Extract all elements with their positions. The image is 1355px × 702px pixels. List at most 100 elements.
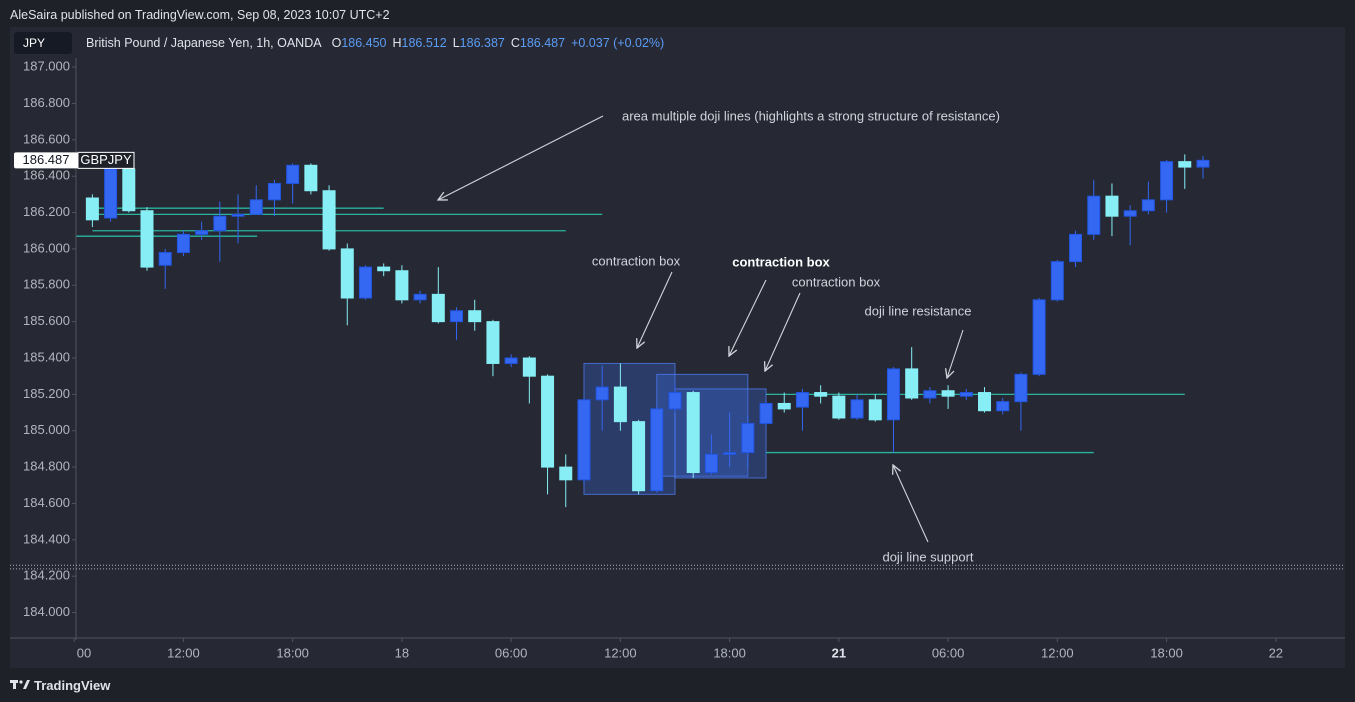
candle-body bbox=[595, 386, 609, 401]
candle-body bbox=[704, 453, 718, 474]
candle-body bbox=[632, 421, 646, 492]
legend-field: O186.450 bbox=[332, 36, 387, 50]
legend-title: British Pound / Japanese Yen, 1h, OANDA bbox=[86, 36, 322, 50]
y-tick-label: 186.400 bbox=[23, 168, 70, 183]
field-value: 186.450 bbox=[341, 36, 387, 50]
symbol-tag-label: GBPJPY bbox=[80, 152, 132, 167]
candle-body bbox=[231, 213, 245, 217]
candle-body bbox=[868, 399, 882, 421]
field-value: 186.512 bbox=[401, 36, 447, 50]
annotation-arrow bbox=[637, 271, 673, 348]
y-tick-label: 186.000 bbox=[23, 240, 70, 255]
candle-body bbox=[1014, 373, 1028, 403]
x-tick-label: 18:00 bbox=[276, 645, 309, 660]
legend: British Pound / Japanese Yen, 1h, OANDA O… bbox=[86, 36, 664, 50]
change: +0.037 (+0.02%) bbox=[571, 36, 665, 50]
y-tick-label: 185.000 bbox=[23, 422, 70, 437]
legend-field: H186.512 bbox=[393, 36, 447, 50]
candle-body bbox=[759, 402, 773, 424]
candle-body bbox=[522, 357, 536, 377]
candle-body bbox=[104, 168, 118, 219]
candle-body bbox=[486, 321, 500, 364]
field-key: C bbox=[510, 36, 520, 50]
candle-body bbox=[1050, 261, 1064, 301]
candle-body bbox=[978, 392, 992, 412]
candle-body bbox=[1160, 161, 1174, 201]
candle-body bbox=[304, 164, 318, 192]
candle-body bbox=[377, 266, 391, 272]
y-tick-label: 185.200 bbox=[23, 386, 70, 401]
annotation: doji line resistance bbox=[865, 303, 972, 318]
y-tick-label: 184.200 bbox=[23, 568, 70, 583]
y-tick-label: 186.200 bbox=[23, 204, 70, 219]
legend-field: L186.387 bbox=[453, 36, 505, 50]
x-tick-label: 06:00 bbox=[495, 645, 528, 660]
y-tick-label: 186.600 bbox=[23, 131, 70, 146]
y-tick-label: 184.000 bbox=[23, 604, 70, 619]
x-tick-label: 06:00 bbox=[932, 645, 965, 660]
candle-body bbox=[395, 270, 409, 301]
candle-body bbox=[322, 190, 336, 250]
field-value: 186.487 bbox=[519, 36, 566, 50]
x-tick-label: 21 bbox=[832, 645, 846, 660]
y-tick-label: 184.600 bbox=[23, 495, 70, 510]
candle-body bbox=[559, 466, 573, 481]
x-tick-label: 12:00 bbox=[167, 645, 200, 660]
candle-body bbox=[176, 233, 190, 254]
candle-body bbox=[468, 310, 482, 323]
byline: AleSaira published on TradingView.com, S… bbox=[10, 8, 390, 22]
brand: TradingView bbox=[34, 678, 111, 693]
candle-body bbox=[122, 168, 136, 212]
candle-body bbox=[1069, 233, 1083, 263]
x-tick-label: 12:00 bbox=[604, 645, 637, 660]
candle-body bbox=[668, 392, 682, 410]
logo bbox=[10, 680, 30, 689]
symbol-box[interactable]: JPY bbox=[14, 32, 72, 54]
y-tick-label: 184.400 bbox=[23, 531, 70, 546]
annotation-arrow bbox=[729, 279, 767, 356]
candle-body bbox=[195, 230, 209, 235]
candle-body bbox=[795, 392, 809, 408]
candle-body bbox=[814, 392, 828, 397]
annotation-arrow bbox=[893, 465, 929, 543]
candle-body bbox=[85, 197, 99, 221]
annotation-arrow bbox=[947, 329, 964, 378]
annotation: contraction box bbox=[732, 254, 830, 269]
candle-body bbox=[358, 266, 372, 299]
price-tag bbox=[14, 152, 78, 169]
candle-body bbox=[1087, 195, 1101, 235]
legend-field: C186.487 bbox=[511, 36, 565, 50]
y-tick-label: 185.800 bbox=[23, 277, 70, 292]
candle-body bbox=[1178, 161, 1192, 168]
plot-area bbox=[76, 154, 1210, 508]
x-tick-label: 00 bbox=[77, 645, 91, 660]
candle-body bbox=[286, 164, 300, 184]
candle-body bbox=[723, 452, 737, 455]
candle-body bbox=[777, 402, 791, 410]
candle-body bbox=[923, 390, 937, 399]
candle-body bbox=[1105, 195, 1119, 217]
y-tick-label: 184.800 bbox=[23, 459, 70, 474]
candle-body bbox=[613, 386, 627, 423]
candle-body bbox=[577, 399, 591, 481]
candle-body bbox=[213, 215, 227, 232]
candle-body bbox=[413, 293, 427, 301]
annotation: area multiple doji lines (highlights a s… bbox=[622, 108, 1000, 123]
y-tick-label: 186.800 bbox=[23, 95, 70, 110]
candle-body bbox=[267, 182, 281, 201]
field-value: 186.387 bbox=[459, 36, 505, 50]
candle-body bbox=[140, 210, 154, 268]
y-tick-label: 187.000 bbox=[23, 59, 70, 74]
candle-body bbox=[741, 422, 755, 454]
x-tick-label: 18:00 bbox=[713, 645, 746, 660]
x-tick-label: 18:00 bbox=[1150, 645, 1183, 660]
price-tag-label: 186.487 bbox=[23, 152, 70, 167]
candle-body bbox=[340, 248, 354, 299]
y-tick-label: 185.400 bbox=[23, 349, 70, 364]
candle-body bbox=[431, 293, 445, 323]
candle-body bbox=[959, 392, 973, 397]
candle-body bbox=[1196, 159, 1210, 168]
symbol-tag bbox=[77, 151, 135, 169]
